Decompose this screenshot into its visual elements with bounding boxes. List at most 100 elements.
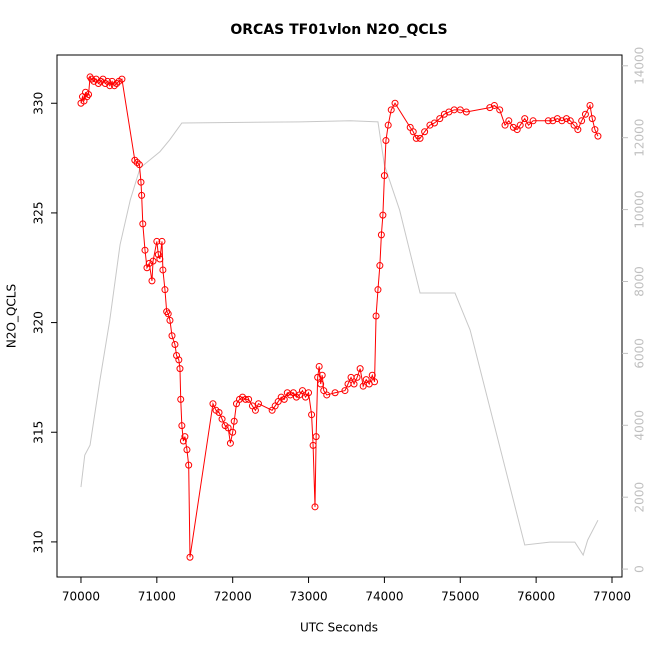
point	[501, 121, 509, 129]
point	[409, 128, 417, 136]
point	[356, 365, 364, 373]
point	[421, 128, 429, 136]
series-line	[80, 75, 599, 558]
point	[574, 126, 582, 134]
point	[371, 378, 379, 386]
point	[183, 446, 191, 454]
point	[186, 553, 194, 561]
point	[215, 409, 223, 417]
point	[521, 115, 529, 123]
y-tick-label: 315	[32, 421, 46, 444]
point	[254, 400, 262, 408]
point	[141, 246, 149, 254]
y-axis-label: N2O_QCLS	[5, 284, 19, 348]
point	[171, 341, 179, 349]
point	[505, 117, 513, 125]
point	[224, 424, 232, 432]
point	[133, 158, 141, 166]
point	[135, 161, 143, 169]
point	[85, 90, 93, 98]
point	[359, 382, 367, 390]
point	[298, 387, 306, 395]
point	[516, 121, 524, 129]
point	[145, 259, 153, 267]
point	[588, 115, 596, 123]
point	[591, 126, 599, 134]
point	[384, 121, 392, 129]
chart-title: ORCAS TF01vlon N2O_QCLS	[230, 22, 447, 38]
point	[158, 237, 166, 245]
point	[490, 101, 498, 109]
plot-frame	[56, 54, 623, 578]
y2-tick-label: 0	[633, 565, 647, 573]
point	[581, 110, 589, 118]
point	[230, 417, 238, 425]
point	[177, 395, 185, 403]
y-tick-label: 330	[32, 92, 46, 115]
point	[218, 415, 226, 423]
point	[308, 411, 316, 419]
y2-tick-label: 12000	[633, 119, 647, 157]
point	[94, 80, 102, 88]
point	[379, 211, 387, 219]
point	[382, 137, 390, 145]
point	[578, 117, 586, 125]
point	[280, 395, 288, 403]
point	[387, 106, 395, 114]
point	[462, 108, 470, 116]
point	[315, 362, 323, 370]
point	[496, 106, 504, 114]
point	[456, 106, 464, 114]
point	[178, 422, 186, 430]
point	[113, 80, 121, 88]
point	[380, 172, 388, 180]
point	[154, 251, 162, 259]
point	[529, 117, 537, 125]
x-tick-label: 72000	[214, 590, 252, 604]
point	[148, 277, 156, 285]
point	[305, 389, 313, 397]
point	[586, 101, 594, 109]
point	[156, 255, 164, 263]
point	[525, 121, 533, 129]
point	[374, 286, 382, 294]
x-axis-label: UTC Seconds	[300, 621, 378, 635]
x-tick-label: 71000	[138, 590, 176, 604]
y2-tick-label: 14000	[633, 47, 647, 85]
point	[566, 117, 574, 125]
y-tick-label: 320	[32, 311, 46, 334]
point	[110, 82, 118, 90]
point	[138, 191, 146, 199]
point	[242, 395, 250, 403]
x-tick-label: 77000	[593, 590, 631, 604]
point	[181, 433, 189, 441]
point	[391, 99, 399, 107]
point	[376, 262, 384, 270]
x-tick-label: 76000	[517, 590, 555, 604]
point	[350, 380, 358, 388]
y2-tick-label: 8000	[633, 266, 647, 297]
point	[594, 132, 602, 140]
point	[251, 406, 259, 414]
point	[412, 134, 420, 142]
point	[245, 395, 253, 403]
y-tick-label: 325	[32, 201, 46, 224]
point	[118, 75, 126, 83]
x-tick-label: 75000	[441, 590, 479, 604]
point	[416, 134, 424, 142]
point	[131, 156, 139, 164]
point	[372, 312, 380, 320]
point	[311, 503, 319, 511]
point	[436, 115, 444, 123]
point	[139, 220, 147, 228]
point	[309, 441, 317, 449]
point	[331, 389, 339, 397]
point	[570, 121, 578, 129]
point	[509, 123, 517, 131]
point	[562, 115, 570, 123]
point	[353, 373, 361, 381]
x-tick-label: 73000	[289, 590, 327, 604]
point	[153, 237, 161, 245]
point	[312, 433, 320, 441]
